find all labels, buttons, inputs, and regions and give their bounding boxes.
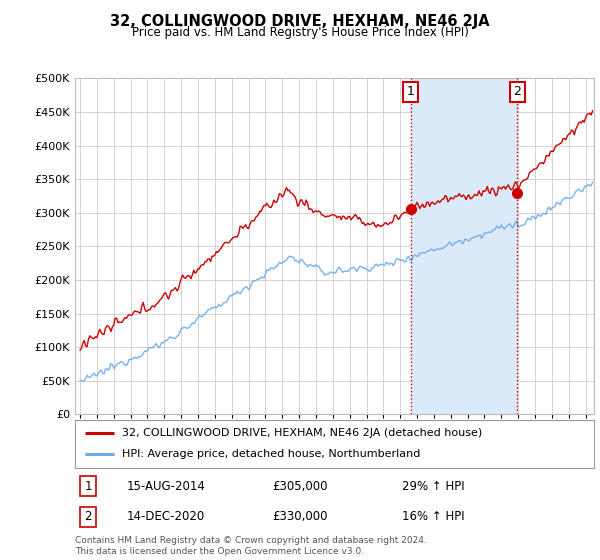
Text: £330,000: £330,000 <box>272 511 328 524</box>
Text: 15-AUG-2014: 15-AUG-2014 <box>127 479 206 493</box>
Text: Contains HM Land Registry data © Crown copyright and database right 2024.
This d: Contains HM Land Registry data © Crown c… <box>75 536 427 556</box>
Text: 1: 1 <box>84 479 92 493</box>
Text: 16% ↑ HPI: 16% ↑ HPI <box>402 511 464 524</box>
Text: 32, COLLINGWOOD DRIVE, HEXHAM, NE46 2JA (detached house): 32, COLLINGWOOD DRIVE, HEXHAM, NE46 2JA … <box>122 428 482 438</box>
Text: 29% ↑ HPI: 29% ↑ HPI <box>402 479 464 493</box>
Text: HPI: Average price, detached house, Northumberland: HPI: Average price, detached house, Nort… <box>122 449 420 459</box>
Text: Price paid vs. HM Land Registry's House Price Index (HPI): Price paid vs. HM Land Registry's House … <box>131 26 469 39</box>
Text: £305,000: £305,000 <box>272 479 328 493</box>
Text: 2: 2 <box>84 511 92 524</box>
Text: 14-DEC-2020: 14-DEC-2020 <box>127 511 205 524</box>
Text: 1: 1 <box>407 85 415 99</box>
Text: 32, COLLINGWOOD DRIVE, HEXHAM, NE46 2JA: 32, COLLINGWOOD DRIVE, HEXHAM, NE46 2JA <box>110 14 490 29</box>
Bar <box>410 78 517 414</box>
Text: 2: 2 <box>514 85 521 99</box>
